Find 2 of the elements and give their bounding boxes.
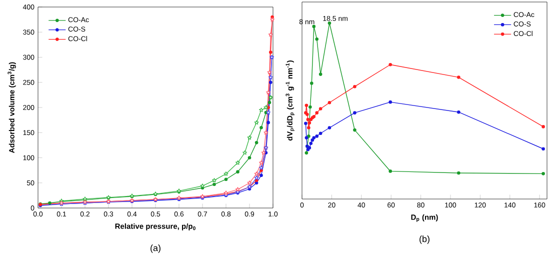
text: (a) <box>150 244 160 253</box>
text: (b) <box>420 236 430 244</box>
